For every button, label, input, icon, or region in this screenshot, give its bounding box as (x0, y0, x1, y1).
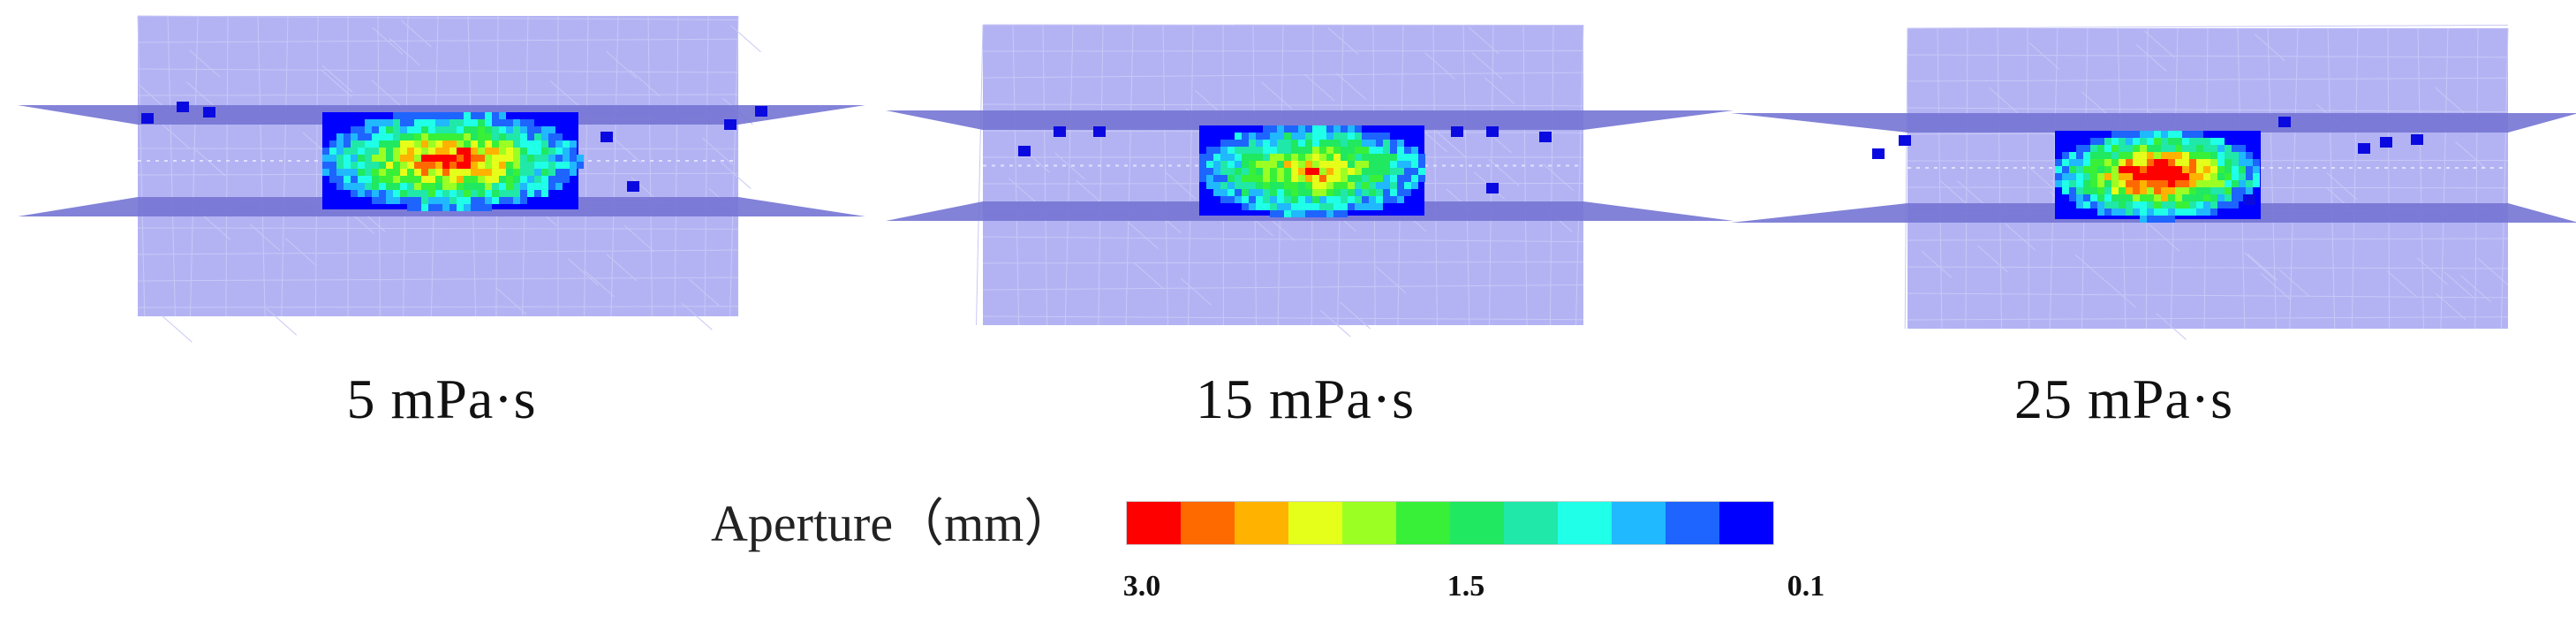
colorbar-swatch-5 (1396, 502, 1450, 544)
caption-5mpas: 5 mPa·s (346, 368, 537, 430)
colorbar-swatch-2 (1235, 502, 1288, 544)
aperture-blob (322, 112, 584, 211)
colorbar-swatch-8 (1558, 502, 1612, 544)
blue-speck (2411, 134, 2423, 145)
blue-speck (2380, 137, 2392, 148)
blue-speck (177, 102, 189, 112)
legend-tick-max: 3.0 (1122, 570, 1161, 603)
aperture-blob (1199, 125, 1425, 217)
blue-speck (1872, 148, 1885, 159)
colorbar-swatch-3 (1288, 502, 1342, 544)
legend-tick-mid: 1.5 (1447, 570, 1485, 603)
blue-speck (601, 132, 613, 142)
simulation-panel-25mpas (1731, 24, 2576, 345)
blue-speck (2278, 117, 2291, 127)
colorbar-swatch-9 (1612, 502, 1666, 544)
blue-speck (2243, 194, 2255, 205)
blue-speck (724, 119, 737, 130)
colorbar-swatch-6 (1450, 502, 1504, 544)
mesh-lines (976, 24, 1584, 338)
colorbar-swatch-11 (1719, 502, 1773, 544)
simulation-panel-5mpas (18, 13, 865, 343)
colorbar-swatch-4 (1342, 502, 1396, 544)
colorbar-swatch-10 (1666, 502, 1719, 544)
aperture-colorbar (1126, 501, 1774, 545)
blue-speck (1486, 183, 1499, 193)
blue-speck (1486, 126, 1499, 137)
blue-speck (2358, 143, 2370, 154)
aperture-blob (2055, 131, 2261, 223)
blue-speck (1054, 126, 1066, 137)
blue-speck (203, 107, 215, 118)
aperture-field-15mpas (886, 24, 1734, 338)
caption-25mpas: 25 mPa·s (2014, 368, 2233, 430)
aperture-field-25mpas (1731, 24, 2576, 340)
blue-speck (1093, 126, 1106, 137)
blue-speck (755, 106, 767, 117)
blue-speck (1539, 132, 1552, 142)
legend-tick-min: 0.1 (1787, 570, 1825, 603)
blue-speck (141, 113, 154, 124)
blue-speck (627, 181, 639, 192)
aperture-field-5mpas (18, 15, 865, 343)
blue-speck (1018, 146, 1031, 156)
fracture-plane-top (886, 110, 1734, 130)
colorbar-swatch-1 (1181, 502, 1235, 544)
fracture-plane-top (1731, 113, 2576, 133)
blue-speck (1451, 126, 1463, 137)
colorbar-swatch-0 (1127, 502, 1181, 544)
legend-title: Aperture（mm） (711, 495, 1076, 552)
caption-15mpas: 15 mPa·s (1196, 368, 1415, 430)
simulation-panel-15mpas (886, 22, 1734, 340)
colorbar-swatch-7 (1504, 502, 1558, 544)
blue-speck (1899, 135, 1911, 146)
